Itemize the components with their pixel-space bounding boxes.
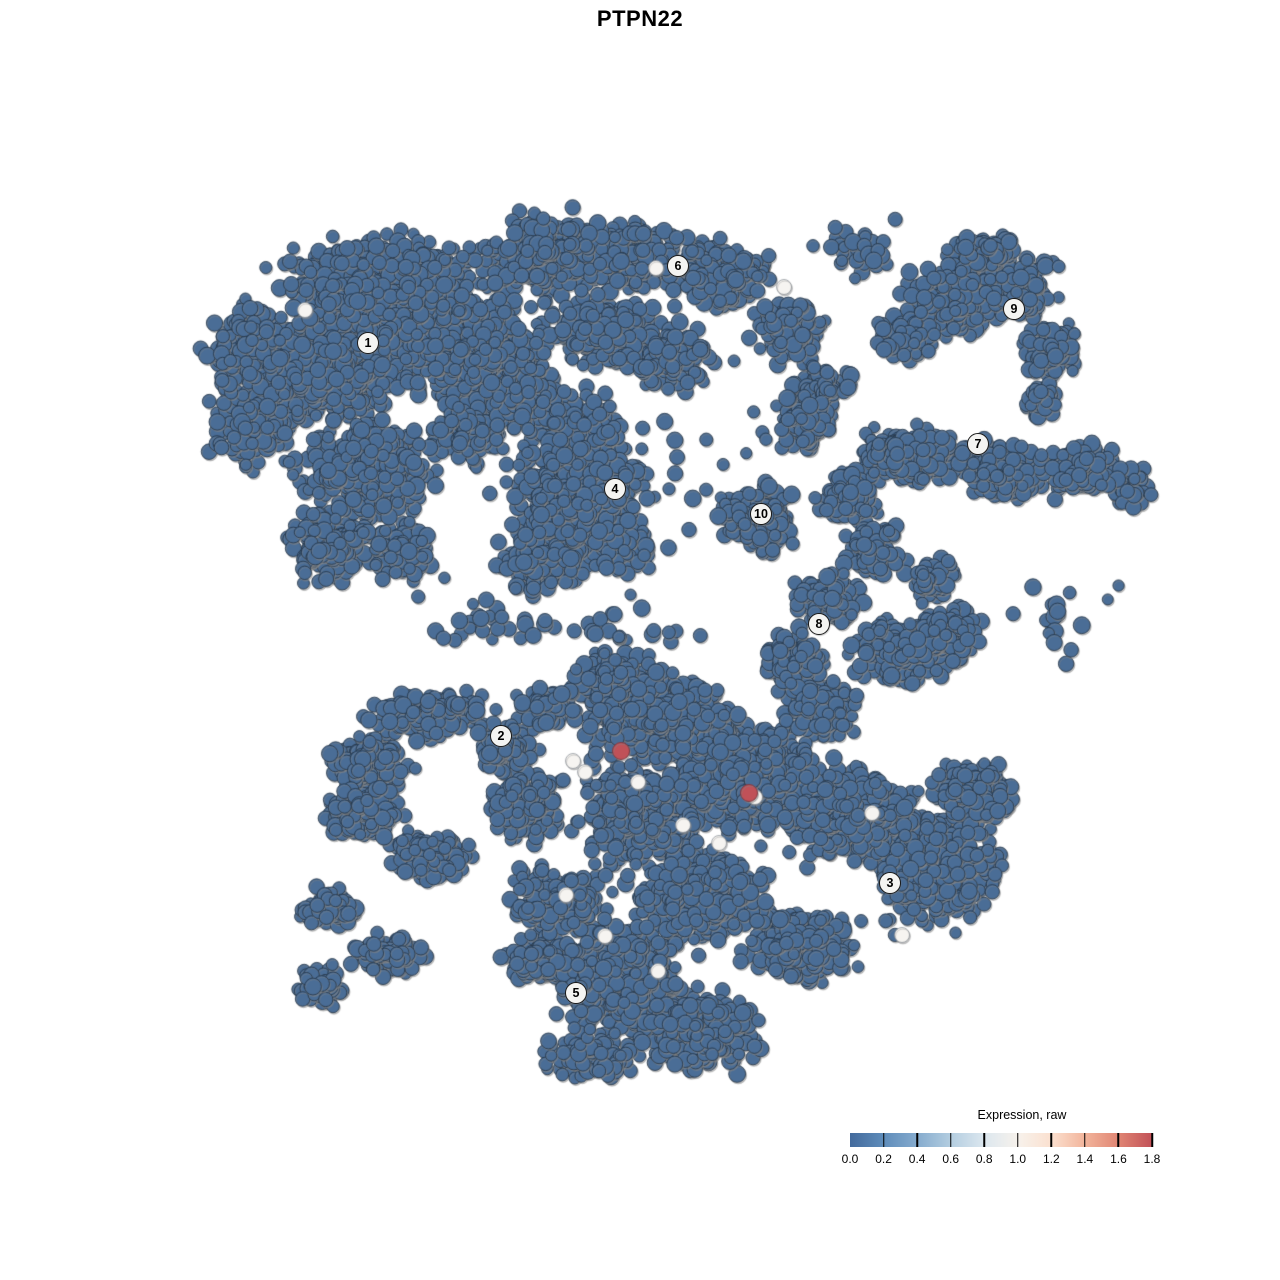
legend-title: Expression, raw — [977, 1108, 1067, 1122]
legend-tick-line — [1151, 1133, 1153, 1147]
legend-tick-line — [949, 1133, 952, 1147]
legend-tick-line — [1084, 1133, 1086, 1147]
expression-legend: Expression, raw 0.0 0.2 0.4 0.6 0.8 1.0 1.2 1.4… — [842, 1108, 1161, 1168]
legend-tick-label: 0.2 — [875, 1152, 892, 1166]
chart-title: PTPN22 — [596, 6, 684, 31]
legend-tick-line — [1017, 1133, 1019, 1147]
legend-tick-line — [983, 1133, 985, 1147]
legend-tick-label: 0.0 — [841, 1152, 859, 1166]
legend-tick-line — [1117, 1133, 1120, 1147]
legend-tick-label: 1.6 — [1110, 1152, 1127, 1166]
legend-tick-line — [1050, 1133, 1053, 1147]
legend-colorbar — [850, 1133, 1152, 1147]
legend-tick-label: 1.2 — [1042, 1152, 1060, 1166]
legend-tick-label: 0.6 — [942, 1152, 959, 1166]
legend-tick-label: 0.4 — [908, 1152, 926, 1166]
legend-tick-label: 0.8 — [975, 1152, 993, 1166]
legend-tick-label: 1.4 — [1076, 1152, 1094, 1166]
legend-tick-line — [916, 1133, 918, 1147]
legend-tick-label: 1.0 — [1009, 1152, 1027, 1166]
legend-tick-label: 1.8 — [1143, 1152, 1161, 1166]
legend-tick-labels: 0.0 0.2 0.4 0.6 0.8 1.0 1.2 1.4 1.6 1.8 — [842, 1152, 1161, 1167]
legend-tick-line — [882, 1133, 885, 1147]
